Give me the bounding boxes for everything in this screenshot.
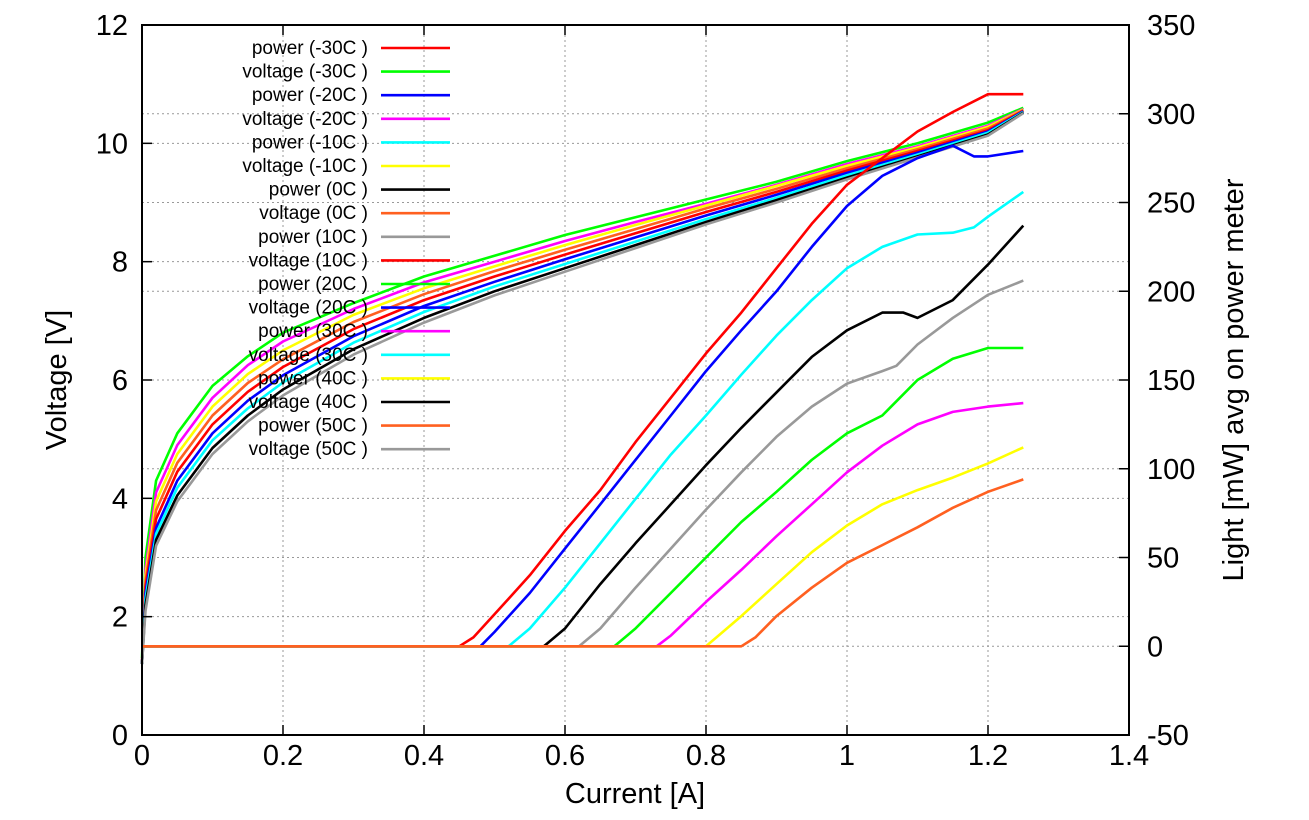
series-line-power [142,224,1025,648]
axes: 0 0.2 0.4 0.6 0.8 1 1.2 1.4 0 2 4 6 8 10 12 -50 0 50 100 15… [96,10,1196,772]
x-tick-label: 0 [134,740,150,772]
y2-tick-label: 50 [1147,543,1179,575]
series-line-voltage [140,111,1024,665]
legend-label: power (0C ) [269,180,368,201]
legend-label: power (-30C ) [252,38,368,59]
x-tick-label: 0.2 [263,740,303,772]
legend-label: power (-10C ) [252,132,368,153]
y-tick-label: 8 [112,247,128,279]
legend-label: power (30C ) [258,321,368,342]
legend-label: voltage (50C ) [249,439,368,460]
series-lines [140,92,1025,665]
legend-label: power (50C ) [258,416,368,437]
legend-label: power (10C ) [258,227,368,248]
y2-tick-label: -50 [1147,720,1189,752]
y2-tick-label: 150 [1147,365,1195,397]
series-line-voltage [140,107,1024,665]
series-line-voltage [140,109,1024,665]
legend-label: voltage (-10C ) [242,156,368,177]
y2-tick-label: 200 [1147,276,1195,308]
y-tick-label: 10 [96,128,128,160]
series-line-voltage [140,110,1024,665]
y2-tick-label: 350 [1147,10,1195,42]
series-line-voltage [140,106,1024,659]
legend-label: voltage (-20C ) [242,109,368,130]
grid-lines [142,25,1129,735]
legend: power (-30C ) voltage (-30C )power (-20C … [242,38,450,460]
x-tick-label: 1.2 [968,740,1008,772]
y-axis-title: Voltage [V] [41,310,73,450]
y2-tick-label: 250 [1147,188,1195,220]
series-line-power [142,446,1024,648]
legend-label: voltage (40C ) [249,392,368,413]
series-line-power [142,92,1024,648]
x-tick-label: 0.4 [404,740,444,772]
legend-label: power (40C ) [258,368,368,389]
y2-tick-label: 0 [1147,631,1163,663]
x-tick-label: 1.4 [1109,740,1149,772]
series-line-power [142,144,1024,648]
series-line-power [142,346,1024,648]
y-tick-label: 12 [96,10,128,42]
series-line-power [142,279,1024,648]
legend-label: power (-20C ) [252,85,368,106]
legend-label: voltage (0C ) [259,203,368,224]
series-line-power [142,401,1024,648]
y-tick-label: 0 [112,720,128,752]
legend-label: voltage (10C ) [249,250,368,271]
series-line-power [142,190,1025,648]
x-tick-label: 0.6 [545,740,585,772]
y2-axis-title: Light [mW] avg on power meter [1218,178,1250,581]
y2-tick-label: 300 [1147,99,1195,131]
series-line-power [142,478,1024,648]
y-tick-label: 4 [112,483,128,515]
x-axis-title: Current [A] [565,778,705,810]
x-tick-label: 0.8 [686,740,726,772]
x-tick-label: 1 [839,740,855,772]
legend-label: voltage (30C ) [249,345,368,366]
legend-label: voltage (-30C ) [242,62,368,83]
series-line-voltage [140,109,1024,665]
y-tick-label: 2 [112,602,128,634]
series-line-voltage [140,110,1024,665]
legend-label: voltage (20C ) [249,298,368,319]
legend-label: power (20C ) [258,274,368,295]
y-tick-label: 6 [112,365,128,397]
series-line-voltage [140,108,1024,665]
y2-tick-label: 100 [1147,454,1195,486]
